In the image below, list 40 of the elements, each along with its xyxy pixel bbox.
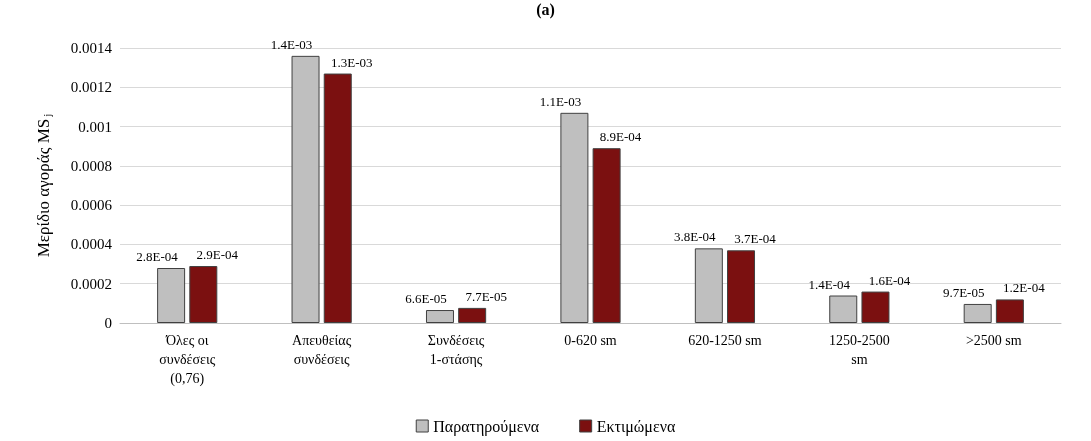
y-tick-label: 0.0008 bbox=[70, 157, 112, 174]
data-label: 3.7E-04 bbox=[734, 231, 777, 247]
data-label: 1.4E-03 bbox=[270, 36, 313, 52]
y-tick-label: 0.0004 bbox=[70, 236, 113, 253]
data-label: 8.9E-04 bbox=[599, 129, 642, 145]
data-label: 1.6E-04 bbox=[868, 272, 911, 288]
bar bbox=[861, 291, 890, 323]
legend-label: Παρατηρούμενα bbox=[433, 417, 540, 436]
data-label: 2.9E-04 bbox=[196, 247, 239, 263]
bar bbox=[592, 148, 621, 323]
x-tick-label: >2500 sm bbox=[965, 333, 1022, 348]
bar bbox=[727, 250, 756, 323]
x-tick-label: Όλες οι συνδέσεις (0,76) bbox=[159, 333, 216, 387]
data-label: 1.4E-04 bbox=[808, 276, 851, 292]
y-tick-label: 0.0002 bbox=[70, 275, 112, 292]
data-label: 1.1E-03 bbox=[539, 93, 582, 109]
bar bbox=[189, 266, 218, 323]
legend-label: Εκτιμώμενα bbox=[596, 417, 676, 436]
y-tick-label: 0 bbox=[104, 315, 112, 331]
x-tick-label: Απευθείας συνδέσεις bbox=[292, 333, 352, 367]
data-label: 1.3E-03 bbox=[330, 54, 373, 70]
data-label: 2.8E-04 bbox=[136, 249, 179, 264]
chart-title: (a) bbox=[536, 0, 555, 19]
data-label: 9.7E-05 bbox=[942, 284, 985, 300]
y-axis-title: Μερίδιο αγοράς MSj bbox=[34, 113, 53, 258]
data-label: 1.2E-04 bbox=[1003, 280, 1046, 296]
x-tick-label: 1250-2500 sm bbox=[829, 333, 890, 367]
y-tick-label: 0.0006 bbox=[70, 197, 113, 214]
bar bbox=[995, 299, 1024, 323]
data-label: 3.8E-04 bbox=[674, 229, 717, 245]
x-tick-label: 620-1250 sm bbox=[688, 333, 762, 348]
bar bbox=[323, 73, 352, 323]
y-tick-label: 0.0012 bbox=[70, 79, 112, 96]
data-label: 7.7E-05 bbox=[465, 288, 507, 304]
x-tick-label: 0-620 sm bbox=[564, 333, 617, 348]
data-label: 6.6E-05 bbox=[405, 291, 447, 307]
x-tick-label: Συνδέσεις 1-στάσης bbox=[427, 333, 485, 367]
bar bbox=[458, 307, 487, 323]
y-tick-label: 0.001 bbox=[78, 118, 112, 135]
y-tick-label: 0.0014 bbox=[70, 40, 113, 56]
